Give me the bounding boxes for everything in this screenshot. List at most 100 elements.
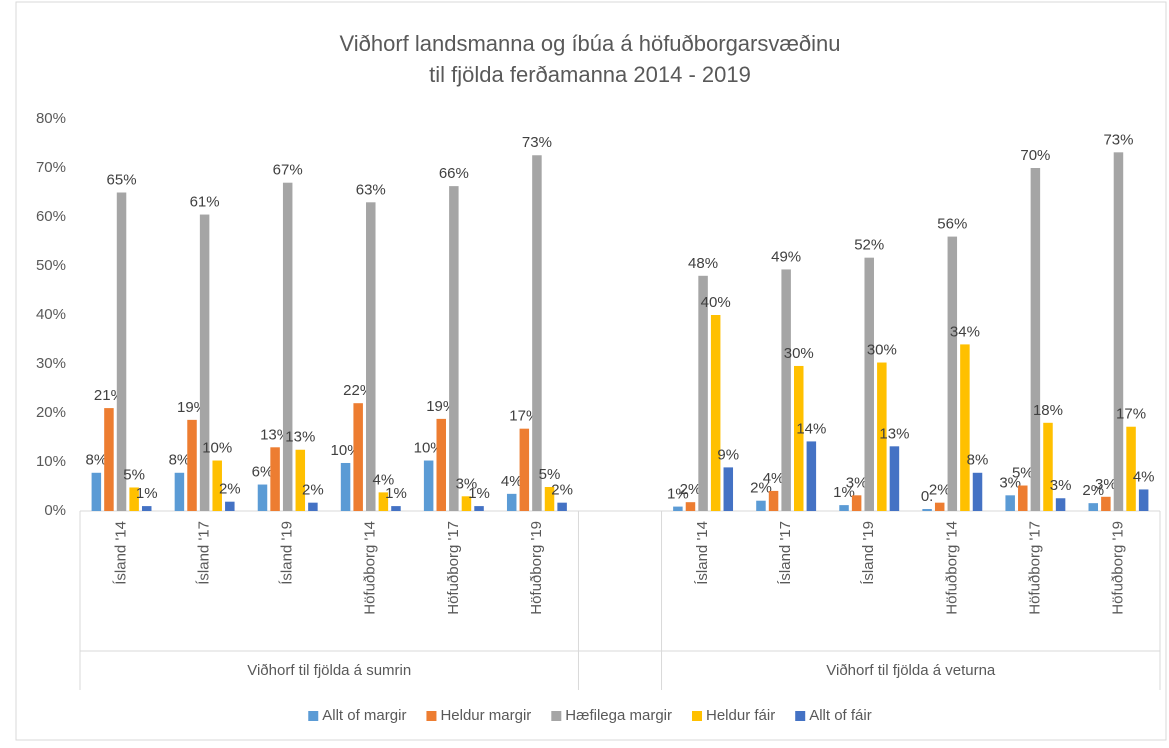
data-label: 30% [784,345,814,362]
bar [544,486,555,511]
data-label: 13% [879,425,909,442]
data-label: 2% [1082,482,1104,499]
data-label: 5% [539,466,561,483]
data-label: 2% [302,482,324,499]
y-tick-label: 70% [36,159,66,176]
bar [839,505,849,511]
x-tick-label: Ísland '14 [694,521,711,585]
data-label: 48% [688,255,718,272]
bar [960,344,970,511]
data-label: 34% [950,323,980,340]
chart-title: til fjölda ferðamanna 2014 - 2019 [429,62,751,87]
x-tick-label: Höfuðborg '14 [943,521,960,615]
x-tick-label: Höfuðborg '19 [528,521,545,615]
data-label: 19% [426,398,456,415]
data-label: 52% [854,237,884,254]
bar [1126,426,1136,511]
bar [378,492,389,511]
bar [270,447,280,511]
bar [934,502,945,511]
data-label: 1% [667,486,689,503]
data-label: 14% [796,420,826,437]
bar [1088,503,1099,511]
bar [972,472,983,511]
bar [1138,489,1149,511]
legend-swatch [308,711,319,721]
bar [212,460,222,511]
bar [710,315,721,511]
data-label: 22% [343,382,373,399]
data-label: 56% [937,216,967,233]
bar [557,502,567,511]
y-tick-label: 40% [36,306,66,323]
bar [519,428,530,511]
x-tick-label: Ísland '17 [196,521,213,585]
bar [1030,168,1041,511]
bar [1018,485,1028,511]
data-label: 67% [273,162,303,179]
data-label: 1% [136,485,158,502]
data-label: 3% [456,475,478,492]
bar [295,449,306,511]
bar [532,155,542,511]
data-label: 5% [1012,464,1034,481]
bar [922,509,932,511]
bar [781,269,791,511]
data-label: 3% [999,474,1021,491]
data-label: 10% [414,439,444,456]
data-label: 30% [867,341,897,358]
data-label: 8% [967,452,989,469]
data-label: 19% [177,399,207,416]
bar [129,487,139,511]
bar [282,182,293,511]
bar [768,490,779,511]
x-tick-label: Höfuðborg '17 [1026,521,1043,615]
bar [366,202,376,512]
bar [947,236,958,511]
data-label: 1% [468,485,490,502]
bar [474,506,484,511]
data-label: 66% [439,165,469,182]
legend-swatch [795,711,806,721]
data-label: 2% [219,481,241,498]
data-label: 9% [717,446,739,463]
bar [756,500,766,511]
legend-label: Allt of margir [322,707,406,724]
legend-label: Heldur margir [440,707,531,724]
chart-frame [15,1,1167,741]
data-label: 4% [1133,468,1155,485]
data-label: 5% [123,466,145,483]
legend-label: Allt of fáir [809,707,872,724]
data-label: 0. [921,488,934,505]
chart-title: Viðhorf landsmanna og íbúa á höfuðborgar… [339,31,840,56]
data-label: 1% [833,484,855,501]
data-label: 63% [356,181,386,198]
data-label: 17% [509,408,539,425]
data-label: 17% [1116,406,1146,423]
data-label: 13% [285,429,315,446]
bar [104,408,114,511]
data-label: 73% [522,134,552,151]
data-label: 4% [501,473,523,490]
x-tick-label: Ísland '19 [860,521,877,585]
data-label: 4% [763,470,785,487]
bar [673,506,683,511]
bar [685,502,696,511]
bar [877,362,887,511]
bar [141,506,152,511]
data-label: 2% [680,481,702,498]
data-label: 3% [1095,476,1117,493]
bar [1101,496,1111,511]
data-label: 2% [750,480,772,497]
data-label: 70% [1020,147,1050,164]
legend-swatch [551,711,562,721]
bar [461,496,472,511]
x-tick-label: Höfuðborg '14 [362,521,379,615]
legend-label: Hæfilega margir [565,707,672,724]
bar [1005,495,1015,511]
bar [851,495,862,511]
data-label: 8% [169,452,191,469]
bar [698,275,708,511]
x-tick-label: Ísland '14 [113,521,130,585]
